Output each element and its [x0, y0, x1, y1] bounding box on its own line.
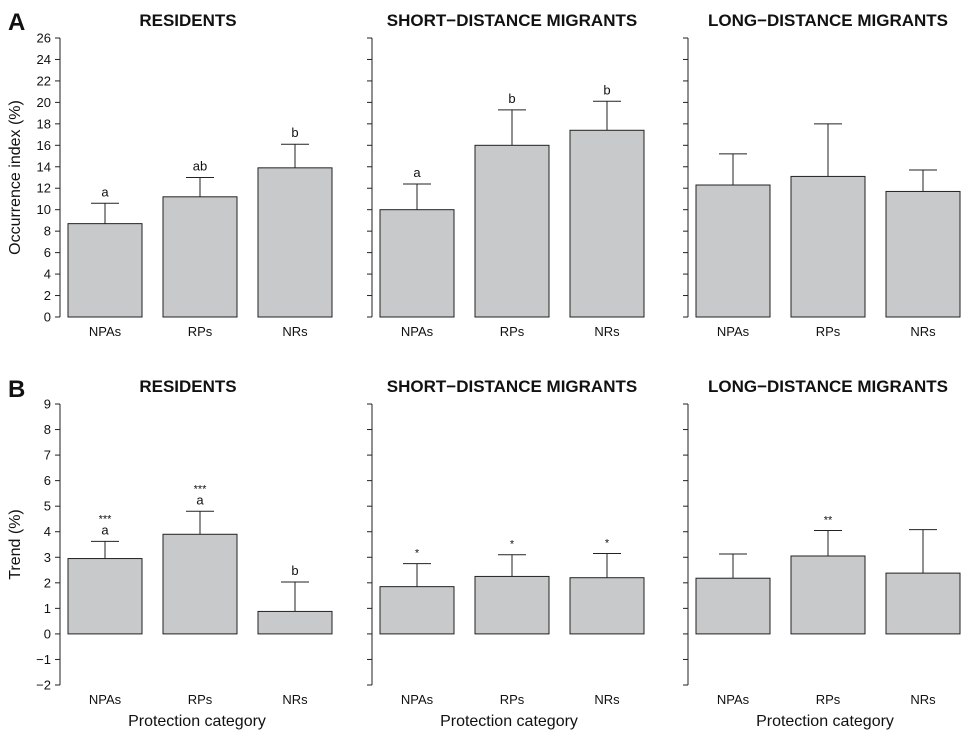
bar-npas	[67, 223, 143, 318]
x-axis-label: Protection category	[128, 713, 266, 730]
significance-letter: a	[101, 184, 109, 199]
x-tick-label: RPs	[500, 324, 525, 339]
y-tick-label: 24	[37, 52, 51, 67]
x-tick-label: RPs	[816, 692, 841, 707]
significance-letter: b	[508, 91, 515, 106]
x-tick-label: NPAs	[717, 692, 750, 707]
bar-rps	[162, 533, 238, 635]
significance-letter: b	[603, 82, 610, 97]
significance-letter: b	[291, 563, 298, 578]
x-tick-label: NPAs	[89, 324, 122, 339]
chart-a-2: LONG−DISTANCE MIGRANTS NPAs RPs NRs	[683, 11, 961, 339]
y-tick-label: 16	[37, 138, 51, 153]
y-tick-label: 6	[44, 245, 51, 260]
x-tick-label: RPs	[816, 324, 841, 339]
chart-title: RESIDENTS	[139, 377, 236, 396]
y-tick-label: 10	[37, 202, 51, 217]
x-axis-label: Protection category	[756, 713, 894, 730]
chart-title: SHORT−DISTANCE MIGRANTS	[387, 11, 637, 30]
y-tick-label: −1	[36, 652, 51, 667]
chart-title: RESIDENTS	[139, 11, 236, 30]
bar-npas	[379, 586, 455, 635]
bar-nrs	[257, 610, 333, 635]
x-tick-label: RPs	[188, 324, 213, 339]
chart-b-2: LONG−DISTANCE MIGRANTS NPAs ** RPs NRs Protec…	[683, 377, 961, 730]
panel-label-b: B	[8, 376, 25, 403]
x-tick-label: RPs	[188, 692, 213, 707]
y-tick-label: 2	[44, 575, 51, 590]
bar-npas	[67, 558, 143, 635]
y-tick-label: 0	[44, 310, 51, 325]
x-tick-label: NRs	[594, 692, 620, 707]
significance-letter: ab	[193, 159, 207, 174]
significance-letter: a	[196, 492, 204, 507]
x-tick-label: NRs	[910, 692, 936, 707]
bar-rps	[162, 196, 238, 318]
significance-stars: **	[824, 514, 833, 526]
bar-nrs	[885, 572, 961, 635]
chart-a-1: SHORT−DISTANCE MIGRANTS a NPAs b RPs b NRs	[367, 11, 645, 339]
y-axis-label: Occurrence index (%)	[7, 100, 24, 255]
panel-label-a: A	[8, 9, 25, 36]
y-tick-label: 5	[44, 499, 51, 514]
y-tick-label: 6	[44, 473, 51, 488]
y-tick-label: 26	[37, 31, 51, 46]
significance-stars: *	[605, 537, 610, 549]
bar-nrs	[569, 129, 645, 318]
x-tick-label: NRs	[282, 324, 308, 339]
x-axis-label: Protection category	[440, 713, 578, 730]
y-tick-label: 9	[44, 397, 51, 412]
chart-a-0: RESIDENTS02468101214161820222426Occurren…	[7, 11, 333, 339]
y-tick-label: 20	[37, 95, 51, 110]
y-tick-label: 8	[44, 422, 51, 437]
chart-title: SHORT−DISTANCE MIGRANTS	[387, 377, 637, 396]
x-tick-label: NRs	[594, 324, 620, 339]
significance-stars: *	[415, 548, 420, 560]
bar-rps	[474, 575, 550, 635]
y-tick-label: 22	[37, 73, 51, 88]
y-tick-label: 4	[44, 267, 51, 282]
x-tick-label: NPAs	[89, 692, 122, 707]
significance-stars: ***	[194, 483, 208, 495]
y-tick-label: 8	[44, 224, 51, 239]
x-tick-label: NPAs	[401, 324, 434, 339]
y-tick-label: 18	[37, 116, 51, 131]
bar-npas	[695, 184, 771, 318]
bar-nrs	[257, 167, 333, 318]
chart-title: LONG−DISTANCE MIGRANTS	[708, 377, 948, 396]
bar-rps	[790, 555, 866, 635]
y-tick-label: 14	[37, 159, 51, 174]
bar-rps	[790, 175, 866, 318]
bar-nrs	[885, 190, 961, 318]
y-tick-label: 1	[44, 601, 51, 616]
bar-rps	[474, 144, 550, 318]
significance-letter: a	[413, 165, 421, 180]
y-tick-label: 4	[44, 524, 51, 539]
significance-letter: a	[101, 522, 109, 537]
significance-stars: ***	[99, 513, 113, 525]
chart-b-1: SHORT−DISTANCE MIGRANTS * NPAs * RPs * NRs Prot…	[367, 377, 645, 730]
x-tick-label: RPs	[500, 692, 525, 707]
x-tick-label: NRs	[910, 324, 936, 339]
y-axis-label: Trend (%)	[7, 509, 24, 580]
significance-stars: *	[510, 539, 515, 551]
charts: RESIDENTS02468101214161820222426Occurren…	[7, 11, 961, 730]
y-tick-label: −2	[36, 678, 51, 693]
y-tick-label: 3	[44, 550, 51, 565]
y-tick-label: 0	[44, 626, 51, 641]
bar-nrs	[569, 577, 645, 635]
x-tick-label: NPAs	[717, 324, 750, 339]
x-tick-label: NPAs	[401, 692, 434, 707]
y-tick-label: 2	[44, 288, 51, 303]
chart-title: LONG−DISTANCE MIGRANTS	[708, 11, 948, 30]
bar-npas	[695, 577, 771, 635]
bar-npas	[379, 209, 455, 318]
y-tick-label: 7	[44, 448, 51, 463]
x-tick-label: NRs	[282, 692, 308, 707]
significance-letter: b	[291, 125, 298, 140]
y-tick-label: 12	[37, 181, 51, 196]
